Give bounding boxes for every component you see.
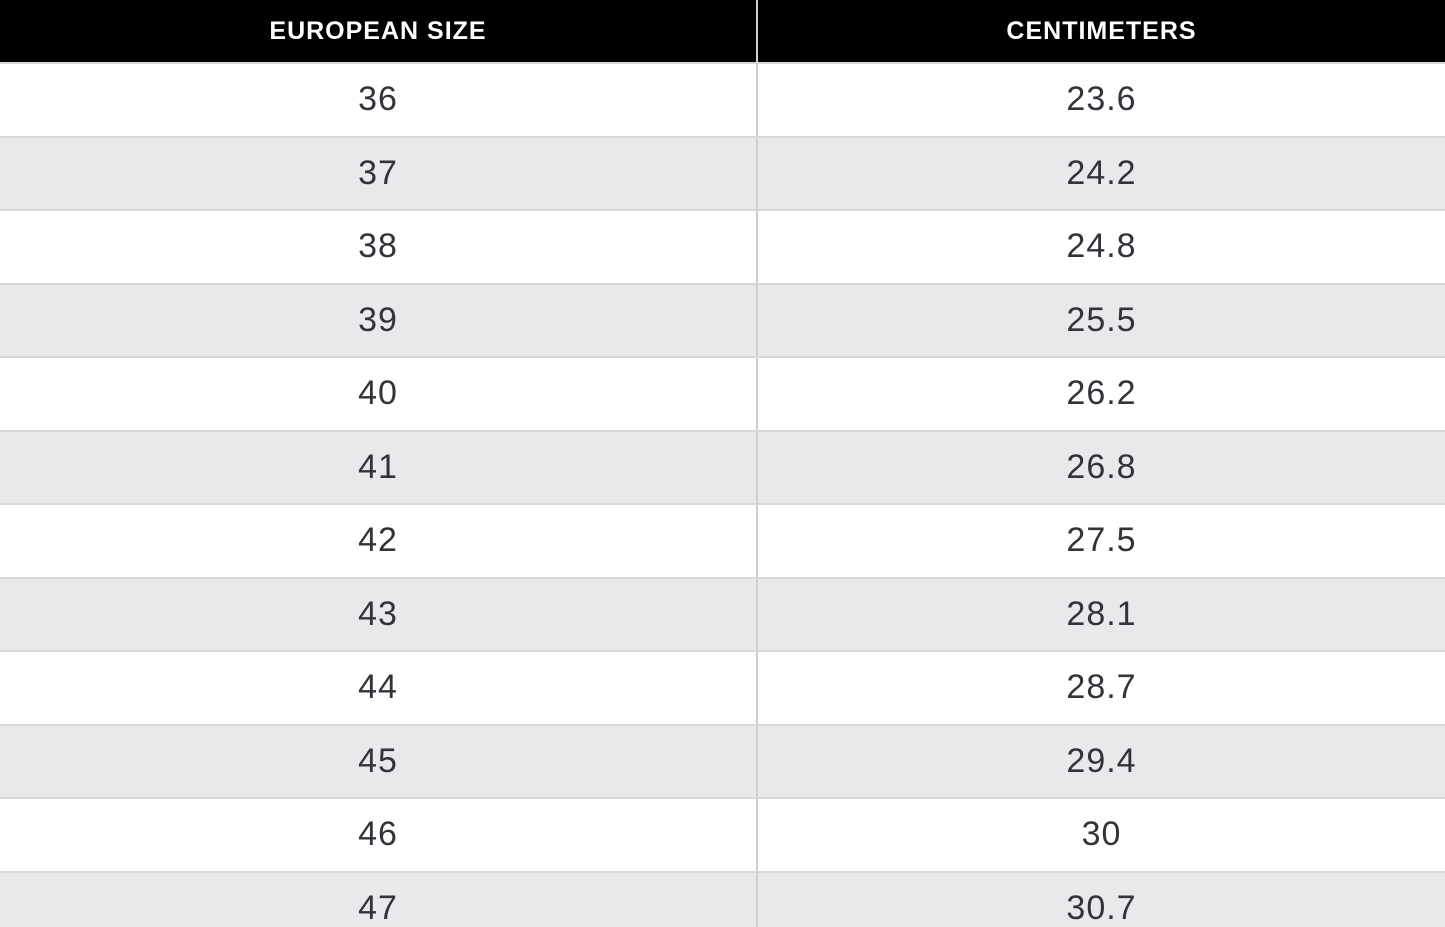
cell-european-size: 40 (358, 374, 398, 413)
column-header-centimeters: CENTIMETERS (756, 0, 1445, 62)
cell-european-size: 45 (358, 741, 398, 780)
cell-centimeters: 28.7 (756, 652, 1445, 724)
cell-european-size: 47 (358, 888, 398, 927)
cell-european-size: 42 (358, 521, 398, 560)
table-row: 42 27.5 (0, 503, 1445, 577)
table-row: 46 30 (0, 797, 1445, 871)
cell-european-size: 38 (358, 227, 398, 266)
table-row: 43 28.1 (0, 576, 1445, 650)
table-row: 44 28.7 (0, 650, 1445, 724)
cell-centimeters: 24.8 (756, 211, 1445, 283)
cell-centimeters: 30.7 (756, 872, 1445, 927)
column-header-european-size: EUROPEAN SIZE (269, 16, 487, 45)
cell-european-size: 43 (358, 594, 398, 633)
cell-centimeters: 24.2 (756, 137, 1445, 209)
cell-centimeters: 27.5 (756, 505, 1445, 577)
table-row: 47 30.7 (0, 870, 1445, 927)
cell-european-size: 44 (358, 668, 398, 707)
cell-centimeters: 26.8 (756, 431, 1445, 503)
cell-european-size: 36 (358, 80, 398, 119)
table-row: 37 24.2 (0, 135, 1445, 209)
cell-centimeters: 28.1 (756, 578, 1445, 650)
table-header-row: EUROPEAN SIZE CENTIMETERS (0, 0, 1445, 62)
cell-centimeters: 26.2 (756, 358, 1445, 430)
cell-european-size: 37 (358, 153, 398, 192)
table-row: 41 26.8 (0, 429, 1445, 503)
table-row: 36 23.6 (0, 62, 1445, 136)
cell-centimeters: 25.5 (756, 284, 1445, 356)
cell-european-size: 41 (358, 447, 398, 486)
cell-european-size: 46 (358, 815, 398, 854)
table-row: 39 25.5 (0, 282, 1445, 356)
cell-european-size: 39 (358, 300, 398, 339)
cell-centimeters: 23.6 (756, 64, 1445, 136)
cell-centimeters: 30 (756, 799, 1445, 871)
cell-centimeters: 29.4 (756, 725, 1445, 797)
table-row: 38 24.8 (0, 209, 1445, 283)
table-row: 40 26.2 (0, 356, 1445, 430)
table-row: 45 29.4 (0, 723, 1445, 797)
table-body: 36 23.6 37 24.2 38 24.8 39 25.5 40 26.2 41 26.8 42 27… (0, 62, 1445, 927)
